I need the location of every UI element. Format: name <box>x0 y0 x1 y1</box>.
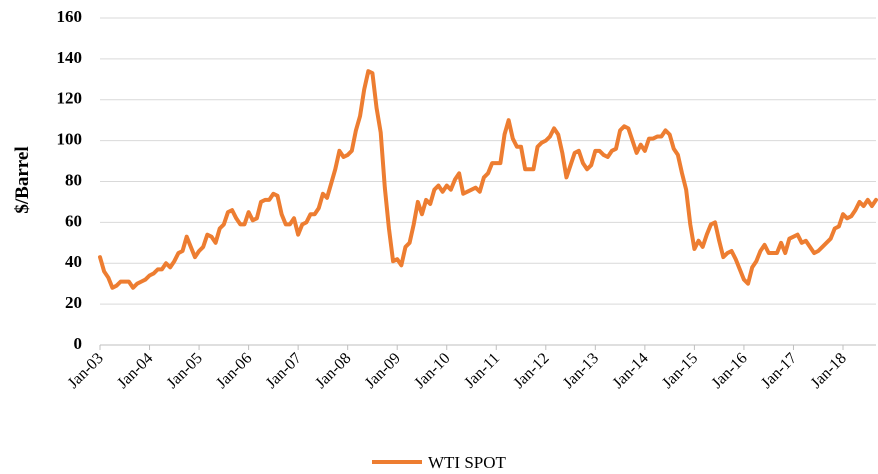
x-tick-label: Jan-06 <box>213 350 255 392</box>
x-tick-label: Jan-16 <box>709 350 751 392</box>
x-tick-label: Jan-09 <box>362 350 404 392</box>
x-tick-label: Jan-15 <box>659 350 701 392</box>
y-tick-label: 100 <box>57 130 83 149</box>
y-tick-label: 0 <box>74 334 83 353</box>
x-tick-label: Jan-11 <box>461 350 503 392</box>
x-tick-label: Jan-18 <box>808 350 850 392</box>
series-line <box>98 69 878 290</box>
legend-label: WTI SPOT <box>428 453 507 472</box>
x-tick-label: Jan-14 <box>610 350 652 392</box>
x-tick-label: Jan-07 <box>263 350 305 392</box>
y-axis-label: $/Barrel <box>12 146 33 213</box>
x-tick-label: Jan-10 <box>411 350 453 392</box>
y-tick-label: 140 <box>57 48 83 67</box>
y-tick-label: 40 <box>65 252 82 271</box>
y-tick-label: 20 <box>65 293 82 312</box>
y-tick-label: 80 <box>65 170 82 189</box>
y-tick-label: 160 <box>57 7 83 26</box>
x-tick-label: Jan-13 <box>560 350 602 392</box>
x-tick-label: Jan-12 <box>510 350 552 392</box>
x-tick-label: Jan-03 <box>65 350 107 392</box>
x-tick-label: Jan-05 <box>164 350 206 392</box>
x-tick-label: Jan-08 <box>312 350 354 392</box>
x-tick-label: Jan-04 <box>114 350 156 392</box>
x-tick-label: Jan-17 <box>758 350 800 392</box>
y-tick-label: 120 <box>57 89 83 108</box>
y-tick-label: 60 <box>65 211 82 230</box>
